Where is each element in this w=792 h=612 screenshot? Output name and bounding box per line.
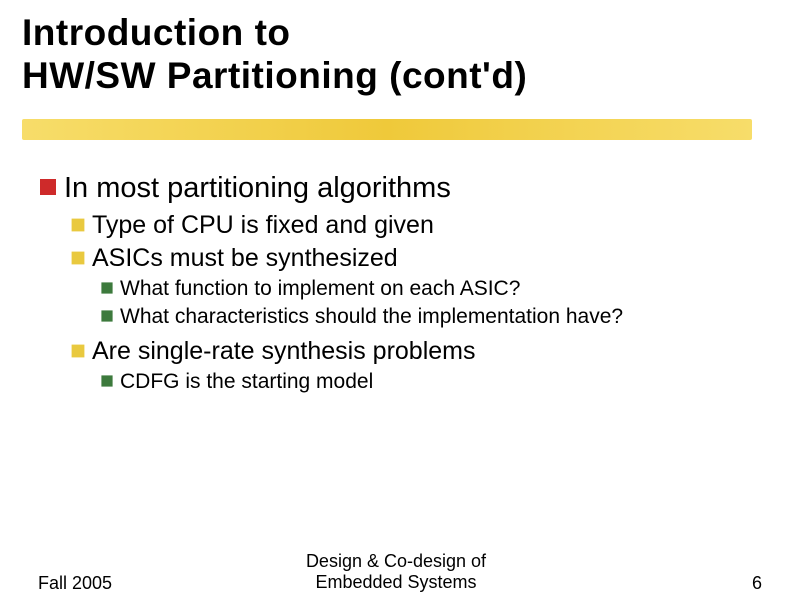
- content-area: In most partitioning algorithms Type of …: [38, 172, 728, 394]
- square-bullet-icon: [70, 343, 86, 359]
- footer: Fall 2005 Design & Co-design of Embedded…: [0, 550, 792, 594]
- l1-text: In most partitioning algorithms: [64, 172, 451, 205]
- bullet-level2: Type of CPU is fixed and given: [70, 211, 728, 240]
- square-bullet-icon: [100, 374, 114, 388]
- slide-title: Introduction to HW/SW Partitioning (cont…: [22, 12, 752, 97]
- bullet-level2: Are single-rate synthesis problems: [70, 337, 728, 366]
- l2-text: Type of CPU is fixed and given: [92, 211, 434, 240]
- title-underline: [22, 119, 752, 140]
- l3-group: CDFG is the starting model: [100, 370, 728, 394]
- l2-text: Are single-rate synthesis problems: [92, 337, 476, 366]
- footer-center-line1: Design & Co-design of: [306, 551, 486, 571]
- l2-group: Type of CPU is fixed and given ASICs mus…: [70, 211, 728, 394]
- title-line-1: Introduction to: [22, 12, 752, 55]
- square-bullet-icon: [70, 250, 86, 266]
- square-bullet-icon: [100, 281, 114, 295]
- page-number: 6: [752, 573, 762, 594]
- underline-bar: [22, 119, 752, 140]
- footer-center: Design & Co-design of Embedded Systems: [0, 551, 792, 594]
- bullet-level1: In most partitioning algorithms: [38, 172, 728, 205]
- title-line-2: HW/SW Partitioning (cont'd): [22, 55, 752, 98]
- l3-group: What function to implement on each ASIC?…: [100, 277, 728, 329]
- bullet-level2: ASICs must be synthesized: [70, 244, 728, 273]
- square-bullet-icon: [38, 177, 58, 197]
- l3-text: CDFG is the starting model: [120, 370, 373, 394]
- l3-text: What characteristics should the implemen…: [120, 305, 623, 329]
- slide: Introduction to HW/SW Partitioning (cont…: [0, 0, 792, 612]
- bullet-level3: What function to implement on each ASIC?: [100, 277, 728, 301]
- l3-text: What function to implement on each ASIC?: [120, 277, 520, 301]
- l2-text: ASICs must be synthesized: [92, 244, 398, 273]
- square-bullet-icon: [100, 309, 114, 323]
- bullet-level3: What characteristics should the implemen…: [100, 305, 728, 329]
- square-bullet-icon: [70, 217, 86, 233]
- footer-center-line2: Embedded Systems: [315, 572, 476, 592]
- bullet-level3: CDFG is the starting model: [100, 370, 728, 394]
